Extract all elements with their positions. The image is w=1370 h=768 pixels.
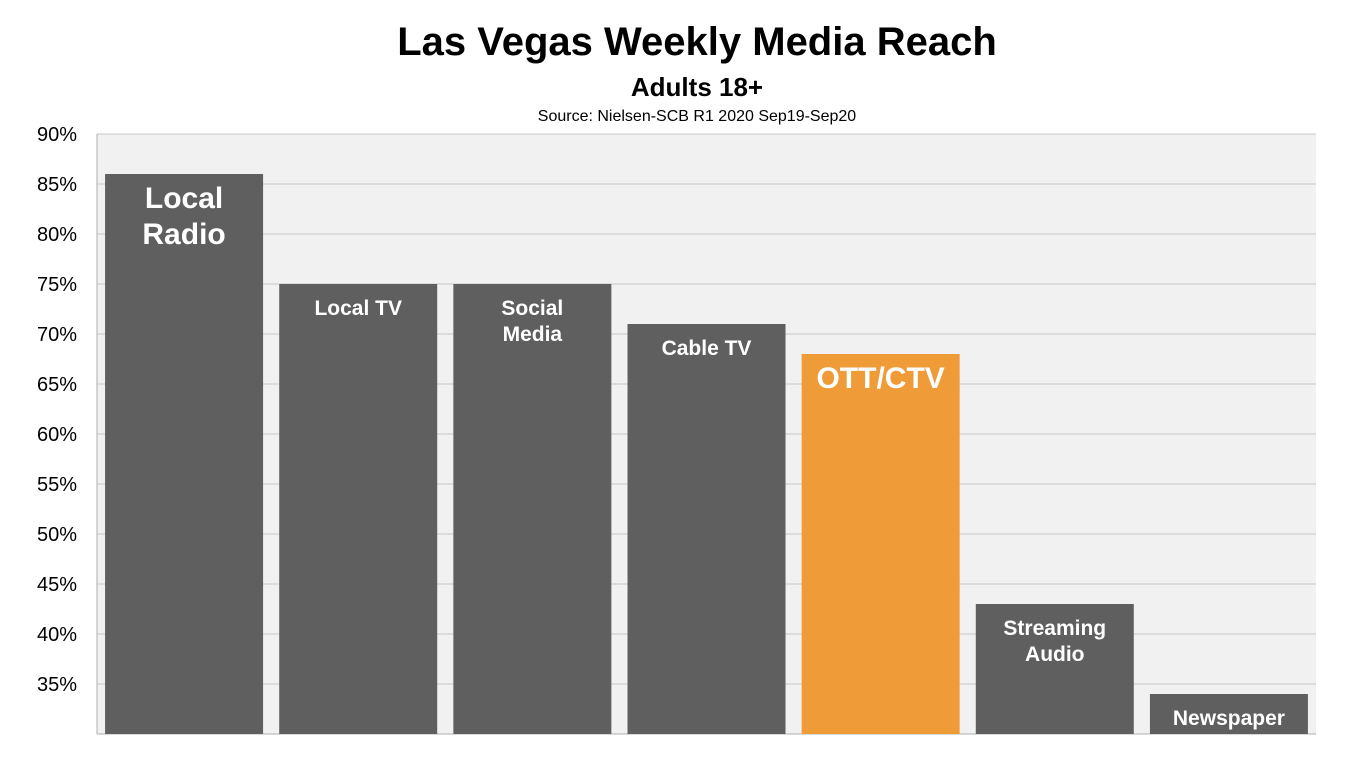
y-tick-label: 75% <box>37 274 77 296</box>
y-tick-label: 45% <box>37 574 77 596</box>
bar-label: Social <box>501 297 563 320</box>
y-tick-label: 80% <box>37 224 77 246</box>
bar-label: Streaming <box>1003 617 1106 640</box>
bar-social-media <box>453 284 612 734</box>
bar-label: Local <box>145 182 223 215</box>
chart-subtitle: Adults 18+ <box>630 72 764 102</box>
chart-source: Source: Nielsen-SCB R1 2020 Sep19-Sep20 <box>537 108 857 125</box>
y-tick-label: 50% <box>37 524 77 546</box>
bar-label: Audio <box>1025 643 1084 666</box>
y-tick-label: 85% <box>37 174 77 196</box>
bar-label: Newspaper <box>1173 707 1285 730</box>
bar-label: Radio <box>142 218 225 251</box>
bar-local-radio <box>105 174 264 734</box>
bar-cable-tv <box>627 324 786 734</box>
bar-label: OTT/CTV <box>816 362 944 395</box>
bar-newspaper <box>1149 694 1308 734</box>
y-tick-label: 65% <box>37 374 77 396</box>
y-tick-label: 35% <box>37 674 77 696</box>
y-tick-label: 40% <box>37 624 77 646</box>
bar-local-tv <box>279 284 438 734</box>
y-tick-label: 55% <box>37 474 77 496</box>
bar-label: Cable TV <box>662 337 752 360</box>
y-tick-label: 60% <box>37 424 77 446</box>
bar-streaming-audio <box>975 604 1134 734</box>
y-tick-label: 90% <box>37 124 77 146</box>
bar-label: Local TV <box>314 297 402 320</box>
y-tick-label: 70% <box>37 324 77 346</box>
bar-ott-ctv <box>801 354 960 734</box>
chart-title: Las Vegas Weekly Media Reach <box>397 20 997 64</box>
bar-label: Media <box>503 323 563 346</box>
